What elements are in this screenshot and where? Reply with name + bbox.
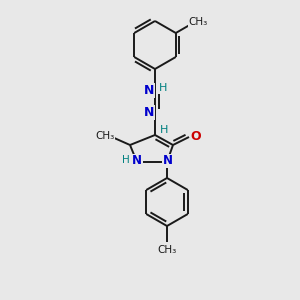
Text: H: H [159,83,167,93]
Text: H: H [122,155,130,165]
Text: N: N [163,154,173,167]
Text: N: N [132,154,142,167]
Text: N: N [144,106,154,118]
Text: N: N [144,83,154,97]
Text: O: O [191,130,201,142]
Text: CH₃: CH₃ [189,17,208,27]
Text: CH₃: CH₃ [95,131,115,141]
Text: CH₃: CH₃ [158,245,177,255]
Text: H: H [160,125,168,135]
